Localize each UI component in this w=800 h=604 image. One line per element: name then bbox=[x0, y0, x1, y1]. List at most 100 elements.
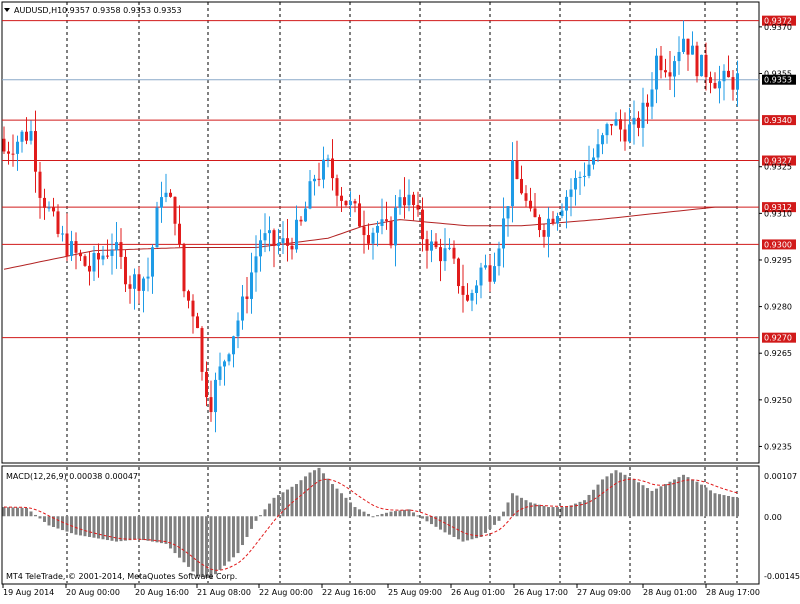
macd-bar bbox=[565, 507, 568, 517]
candle-body bbox=[43, 197, 46, 208]
macd-bar bbox=[695, 481, 699, 517]
candle-body bbox=[7, 151, 10, 154]
candle-body bbox=[106, 255, 109, 257]
candle-body bbox=[317, 178, 321, 180]
candle-body bbox=[340, 195, 343, 201]
level-tag bbox=[762, 332, 796, 343]
candle-body bbox=[421, 209, 424, 240]
time-label: 26 Aug 17:00 bbox=[514, 588, 568, 597]
macd-bar bbox=[479, 516, 483, 537]
macd-bar bbox=[349, 502, 352, 517]
candle-body bbox=[412, 194, 415, 206]
macd-bar bbox=[407, 509, 411, 517]
candle-body bbox=[272, 230, 276, 246]
candle-body bbox=[529, 200, 532, 209]
candle-body bbox=[281, 238, 285, 244]
level-tag bbox=[762, 115, 796, 126]
candle-body bbox=[335, 178, 339, 196]
level-label: 0.9312 bbox=[764, 203, 792, 212]
macd-bar bbox=[686, 477, 690, 517]
candle-body bbox=[83, 256, 87, 266]
candle-body bbox=[146, 276, 150, 279]
candle-body bbox=[677, 51, 681, 62]
macd-bar bbox=[209, 516, 213, 579]
macd-bar bbox=[709, 490, 712, 517]
candle-body bbox=[668, 72, 672, 77]
candle-body bbox=[466, 294, 469, 301]
macd-bar bbox=[344, 497, 348, 517]
macd-bar bbox=[241, 516, 244, 546]
candle-body bbox=[205, 371, 208, 398]
macd-bar bbox=[470, 516, 474, 540]
price-panel-frame bbox=[1, 1, 760, 464]
macd-bar bbox=[434, 516, 438, 527]
candle-body bbox=[92, 253, 96, 272]
macd-bar bbox=[628, 477, 631, 517]
candle-body bbox=[709, 77, 712, 83]
macd-bar bbox=[245, 516, 249, 537]
macd-bar bbox=[430, 516, 433, 525]
candle-body bbox=[277, 243, 280, 246]
candle-body bbox=[659, 55, 663, 71]
macd-bar bbox=[29, 511, 33, 517]
horizontal-levels bbox=[2, 20, 759, 339]
collapse-arrow-icon[interactable] bbox=[4, 8, 10, 12]
macd-bar bbox=[223, 516, 226, 566]
macd-bar bbox=[7, 507, 10, 517]
candle-body bbox=[115, 242, 118, 251]
candle-body bbox=[38, 171, 42, 198]
candle-body bbox=[700, 54, 703, 77]
candle-body bbox=[119, 242, 123, 257]
candle-body bbox=[475, 285, 478, 294]
candle-body bbox=[191, 300, 195, 317]
macd-bar bbox=[331, 484, 334, 517]
macd-bar bbox=[268, 503, 271, 517]
macd-bar bbox=[160, 516, 163, 544]
current-price-label: 0.9353 bbox=[764, 76, 792, 85]
macd-bar bbox=[623, 474, 627, 517]
macd-bar bbox=[313, 470, 316, 517]
candle-body bbox=[736, 73, 739, 90]
candle-body bbox=[578, 176, 582, 178]
candle-body bbox=[569, 189, 573, 197]
candle-body bbox=[232, 336, 235, 355]
macd-bar bbox=[52, 516, 55, 527]
macd-bar bbox=[443, 516, 447, 533]
candle-body bbox=[646, 102, 649, 107]
candle-body bbox=[52, 207, 55, 212]
candle-body bbox=[722, 70, 726, 82]
candle-body bbox=[353, 201, 357, 204]
macd-bar bbox=[416, 515, 420, 517]
macd-bar bbox=[371, 516, 375, 518]
macd-bar bbox=[263, 509, 267, 517]
macd-top-label: 0.00107 bbox=[764, 472, 797, 481]
macd-bar bbox=[542, 505, 546, 517]
level-label: 0.9270 bbox=[764, 334, 792, 343]
macd-bar bbox=[731, 496, 735, 517]
candle-body bbox=[673, 61, 676, 77]
macd-bar bbox=[83, 516, 87, 537]
macd-bar bbox=[250, 516, 253, 529]
price-axis-label: 0.9355 bbox=[764, 69, 792, 78]
candle-body bbox=[331, 158, 334, 179]
candle-body bbox=[443, 248, 447, 262]
current-price-tag bbox=[762, 74, 796, 85]
signal-line bbox=[3, 478, 738, 571]
macd-bar bbox=[713, 493, 717, 517]
candle-body bbox=[110, 250, 114, 256]
macd-bar bbox=[137, 516, 141, 540]
time-label: 28 Aug 01:00 bbox=[643, 588, 697, 597]
ohlc-values: 0.9357 0.9358 0.9353 0.9353 bbox=[62, 6, 182, 15]
candle-body bbox=[556, 215, 559, 224]
candle-body bbox=[605, 124, 609, 136]
macd-bar bbox=[632, 479, 636, 517]
vertical-grid bbox=[66, 2, 738, 583]
candle-body bbox=[142, 278, 145, 291]
candle-body bbox=[686, 38, 690, 55]
macd-bar bbox=[16, 507, 19, 517]
macd-bar bbox=[214, 516, 217, 575]
time-label: 26 Aug 01:00 bbox=[451, 588, 505, 597]
copyright-text: MT4 TeleTrade, © 2001-2014, MetaQuotes S… bbox=[6, 572, 237, 581]
